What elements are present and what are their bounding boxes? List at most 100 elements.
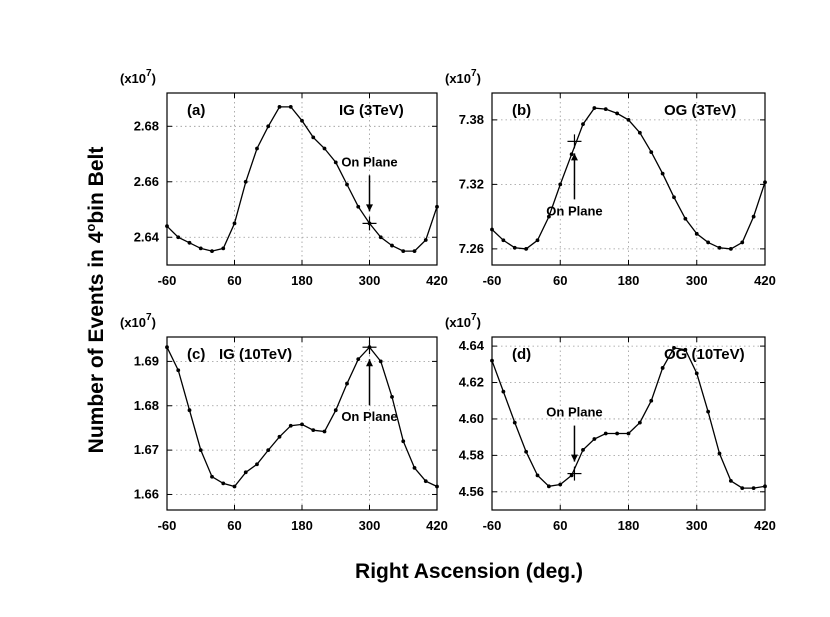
data-point: [569, 473, 574, 478]
y-tick-label: 1.66: [134, 486, 159, 501]
data-point: [672, 195, 676, 200]
panel-label: (d): [512, 346, 531, 363]
y-multiplier: (x107): [120, 68, 156, 86]
data-point: [435, 204, 439, 209]
panel-label: (b): [512, 102, 531, 119]
data-point: [501, 238, 506, 243]
data-point: [277, 434, 282, 439]
data-point: [763, 484, 767, 489]
data-point: [412, 465, 417, 470]
data-point: [378, 235, 383, 240]
data-point: [165, 224, 169, 229]
data-point: [637, 420, 642, 425]
data-point: [176, 368, 181, 373]
x-tick-label: 300: [686, 518, 708, 533]
x-tick-label: 420: [426, 273, 448, 288]
data-point: [176, 235, 181, 240]
data-point: [401, 249, 406, 254]
on-plane-annotation: On Plane: [341, 359, 398, 424]
data-point: [266, 124, 271, 129]
panel-title: IG (3TeV): [339, 102, 404, 119]
data-point: [694, 231, 699, 236]
data-point: [706, 409, 711, 414]
x-tick-label: -60: [483, 518, 502, 533]
data-point: [763, 180, 767, 185]
x-axis-title: Right Ascension (deg.): [355, 560, 583, 583]
y-multiplier-base: (x10: [120, 315, 146, 330]
data-point: [412, 249, 417, 254]
on-plane-label: On Plane: [341, 409, 397, 424]
data-point: [221, 481, 226, 486]
data-point: [423, 479, 428, 484]
x-tick-label: 300: [686, 273, 708, 288]
data-point: [637, 130, 642, 135]
y-multiplier-base: (x10: [445, 315, 471, 330]
y-tick-label: 4.64: [459, 338, 485, 353]
data-point: [311, 428, 316, 433]
data-point: [490, 227, 494, 232]
data-point: [221, 246, 226, 251]
svg-text:Number of Events in 4obin Belt: Number of Events in 4obin Belt: [83, 147, 108, 454]
data-point: [592, 106, 597, 110]
x-tick-label: 180: [618, 518, 640, 533]
data-point: [615, 111, 620, 116]
data-point: [243, 179, 248, 184]
y-tick-label: 2.64: [134, 229, 160, 244]
data-point: [660, 366, 665, 370]
data-point: [615, 431, 620, 436]
panel-label: (c): [187, 346, 205, 363]
data-point: [390, 243, 394, 248]
y-multiplier-base: (x10: [120, 71, 146, 86]
data-point: [603, 107, 608, 112]
x-tick-label: 60: [227, 273, 241, 288]
data-point: [300, 422, 304, 427]
data-point: [187, 240, 192, 245]
data-point: [581, 122, 585, 127]
data-point: [322, 429, 327, 434]
y-multiplier-exp: 7: [146, 312, 152, 323]
y-multiplier-close: ): [152, 71, 156, 86]
y-multiplier-exp: 7: [471, 312, 477, 323]
data-point: [672, 346, 676, 350]
data-point: [490, 358, 494, 363]
data-point: [740, 486, 745, 491]
data-point: [333, 408, 338, 413]
panel-title: OG (10TeV): [664, 346, 745, 363]
y-multiplier-close: ): [477, 315, 481, 330]
data-point: [266, 448, 271, 453]
y-multiplier-close: ): [477, 71, 481, 86]
data-point: [728, 478, 733, 483]
y-axis-title-main: Number of Events in 4: [85, 231, 108, 453]
data-point: [187, 408, 192, 413]
y-axis-title: Number of Events in 4obin Belt: [83, 147, 108, 454]
y-tick-label: 7.38: [459, 112, 484, 127]
panel-title: OG (3TeV): [664, 102, 736, 119]
data-point: [683, 347, 688, 352]
x-tick-label: -60: [158, 518, 177, 533]
data-point: [232, 221, 237, 226]
y-multiplier-exp: 7: [471, 68, 477, 79]
y-tick-label: 2.68: [134, 118, 159, 133]
data-point: [288, 104, 293, 109]
data-point: [603, 431, 608, 436]
data-point: [277, 104, 282, 109]
data-point: [333, 160, 338, 165]
data-point: [210, 249, 214, 254]
data-point: [558, 182, 563, 187]
data-point: [401, 439, 406, 444]
data-point: [717, 245, 722, 250]
arrow-head: [570, 454, 578, 462]
data-point: [569, 152, 574, 157]
x-tick-label: 60: [553, 518, 567, 533]
data-point: [390, 394, 394, 399]
data-point: [728, 246, 733, 251]
data-point: [198, 448, 203, 453]
data-point: [345, 381, 349, 386]
data-point: [683, 216, 688, 221]
data-point: [751, 486, 756, 491]
x-tick-label: -60: [158, 273, 177, 288]
data-point: [501, 389, 506, 394]
data-point: [546, 484, 551, 489]
data-point: [243, 470, 248, 475]
